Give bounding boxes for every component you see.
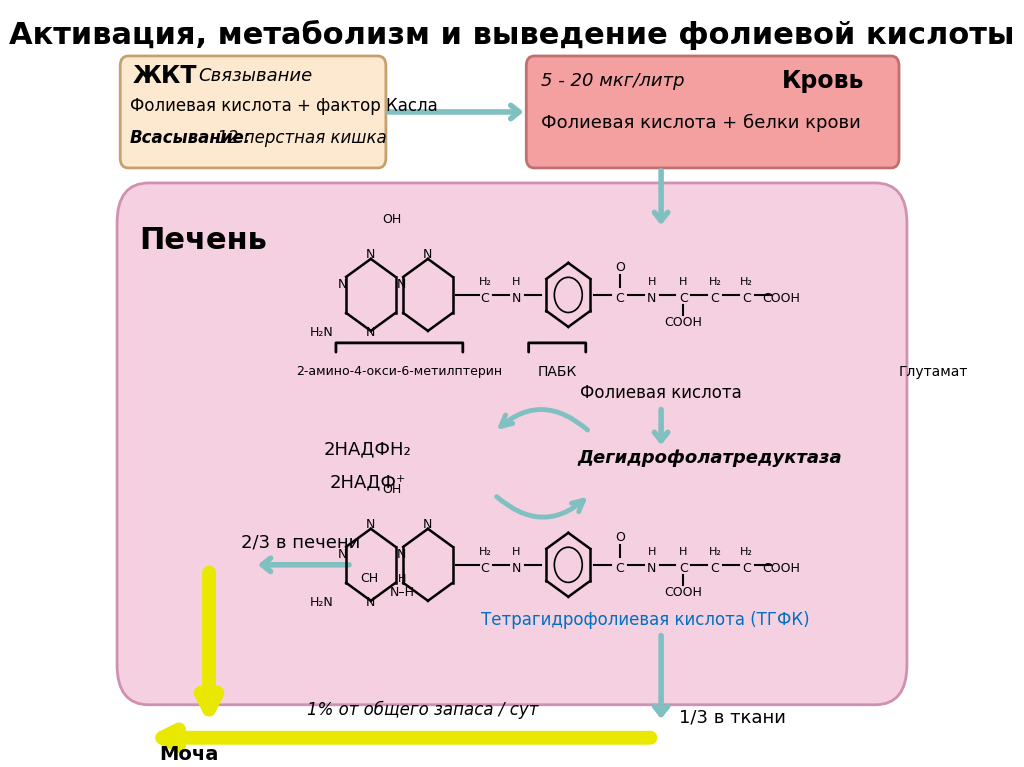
Text: H: H (512, 547, 520, 557)
Text: Дегидрофолатредуктаза: Дегидрофолатредуктаза (578, 449, 843, 467)
Text: N: N (338, 278, 347, 291)
Text: H₂: H₂ (478, 547, 492, 557)
Text: O: O (615, 262, 625, 275)
Text: 2-амино-4-окси-6-метилптерин: 2-амино-4-окси-6-метилптерин (296, 365, 503, 378)
Text: N: N (423, 249, 432, 262)
Text: Активация, метаболизм и выведение фолиевой кислоты: Активация, метаболизм и выведение фолиев… (9, 20, 1015, 50)
Text: OH: OH (382, 213, 401, 226)
Text: N: N (647, 562, 656, 575)
Text: H₂: H₂ (740, 547, 754, 557)
Text: O: O (615, 532, 625, 545)
Text: H: H (512, 277, 520, 287)
Text: C: C (615, 292, 625, 305)
Text: COOH: COOH (665, 586, 702, 599)
Text: Печень: Печень (139, 226, 267, 255)
Text: Связывание: Связывание (198, 67, 312, 85)
Text: H₂: H₂ (709, 547, 722, 557)
Text: C: C (711, 292, 720, 305)
Text: N: N (397, 278, 407, 291)
Text: Фолиевая кислота + фактор Касла: Фолиевая кислота + фактор Касла (130, 97, 437, 115)
Text: H₂N: H₂N (310, 327, 334, 339)
Text: N: N (367, 327, 376, 339)
Text: Фолиевая кислота: Фолиевая кислота (581, 384, 742, 402)
Text: OH: OH (382, 483, 401, 496)
Text: C: C (679, 292, 688, 305)
Text: COOH: COOH (763, 292, 801, 305)
Text: H: H (679, 277, 687, 287)
Text: CH: CH (360, 572, 378, 585)
Text: 12 перстная кишка: 12 перстная кишка (212, 129, 387, 147)
Text: ПАБК: ПАБК (538, 365, 577, 379)
Text: N–H: N–H (390, 586, 415, 599)
Text: C: C (480, 562, 489, 575)
Text: C: C (742, 562, 752, 575)
Text: H: H (647, 547, 655, 557)
Text: H₂: H₂ (740, 277, 754, 287)
Text: COOH: COOH (763, 562, 801, 575)
Text: N: N (367, 596, 376, 609)
Text: N: N (367, 249, 376, 262)
Text: Глутамат: Глутамат (898, 365, 968, 379)
Text: H₂: H₂ (709, 277, 722, 287)
Text: H₂N: H₂N (310, 596, 334, 609)
Text: N: N (423, 518, 432, 532)
FancyBboxPatch shape (120, 56, 386, 168)
Text: H: H (679, 547, 687, 557)
Text: H: H (647, 277, 655, 287)
Text: 1/3 в ткани: 1/3 в ткани (679, 709, 785, 727)
Text: 2/3 в печени: 2/3 в печени (241, 534, 359, 551)
Text: N: N (647, 292, 656, 305)
Text: Моча: Моча (160, 746, 219, 764)
Text: 1% от общего запаса / сут: 1% от общего запаса / сут (307, 700, 539, 719)
Text: COOH: COOH (665, 317, 702, 329)
Text: N: N (511, 562, 520, 575)
Text: 5 - 20 мкг/литр: 5 - 20 мкг/литр (541, 72, 684, 90)
Text: C: C (480, 292, 489, 305)
Text: H₂: H₂ (478, 277, 492, 287)
Text: Тетрагидрофолиевая кислота (ТГФК): Тетрагидрофолиевая кислота (ТГФК) (481, 611, 810, 629)
Text: Фолиевая кислота + белки крови: Фолиевая кислота + белки крови (541, 114, 860, 132)
Text: H: H (398, 574, 407, 584)
Text: C: C (711, 562, 720, 575)
FancyBboxPatch shape (526, 56, 899, 168)
Text: 2НАДФ⁺: 2НАДФ⁺ (330, 474, 406, 492)
Text: C: C (742, 292, 752, 305)
Text: N: N (367, 518, 376, 532)
Text: C: C (679, 562, 688, 575)
Text: C: C (615, 562, 625, 575)
Text: 2НАДФН₂: 2НАДФН₂ (324, 441, 412, 459)
Text: N: N (338, 548, 347, 561)
Text: N: N (511, 292, 520, 305)
Text: Всасывание:: Всасывание: (130, 129, 251, 147)
Text: ЖКТ: ЖКТ (133, 64, 198, 88)
FancyBboxPatch shape (117, 183, 907, 705)
Text: Кровь: Кровь (781, 69, 864, 93)
Text: N: N (397, 548, 407, 561)
